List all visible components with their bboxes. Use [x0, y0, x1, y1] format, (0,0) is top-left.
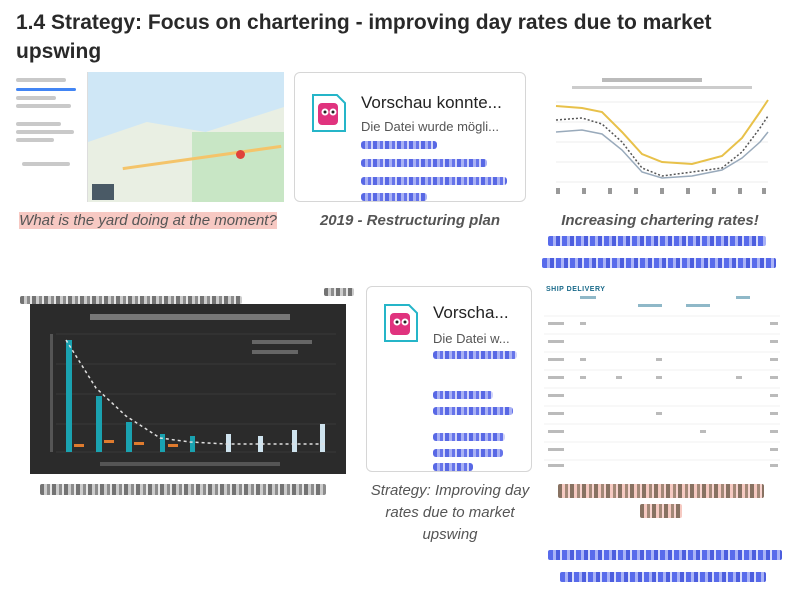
file-preview-icon: [384, 304, 418, 342]
market-development-chart[interactable]: [30, 304, 346, 474]
file-preview-icon: [312, 94, 346, 132]
chartering-caption: Increasing chartering rates!: [561, 212, 759, 229]
map-caption: What is the yard doing at the moment?: [19, 212, 277, 229]
file-card-2[interactable]: Vorscha... Die Datei w...: [366, 286, 532, 472]
file-card-title: Vorschau konnte...: [361, 93, 502, 112]
strategy-caption: Strategy: Improving day rates due to mar…: [370, 482, 530, 543]
restructuring-caption: 2019 - Restructuring plan: [319, 212, 501, 229]
file-card-1[interactable]: Vorschau konnte... Die Datei wurde mögli…: [294, 72, 526, 202]
map-satellite-toggle[interactable]: [92, 184, 114, 200]
map-thumbnail[interactable]: [12, 72, 284, 202]
ship-delivery-rows: [544, 296, 780, 467]
file-card-subtitle: Die Datei wurde mögli...: [361, 119, 499, 134]
file-card-title: Vorscha...: [433, 303, 509, 322]
file-card-subtitle: Die Datei w...: [433, 331, 510, 346]
ship-delivery-header: SHIP DELIVERY: [546, 286, 606, 293]
map-pin-icon: [236, 150, 245, 159]
map-park: [192, 132, 284, 202]
market-development-chart-svg: [50, 314, 336, 466]
ship-delivery-table[interactable]: SHIP DELIVERY: [540, 282, 784, 472]
chartering-rates-chart-svg: [555, 78, 769, 194]
chartering-rates-chart[interactable]: [542, 72, 774, 200]
page-title: 1.4 Strategy: Focus on chartering - impr…: [16, 11, 712, 63]
map-sidebar: [12, 72, 88, 202]
